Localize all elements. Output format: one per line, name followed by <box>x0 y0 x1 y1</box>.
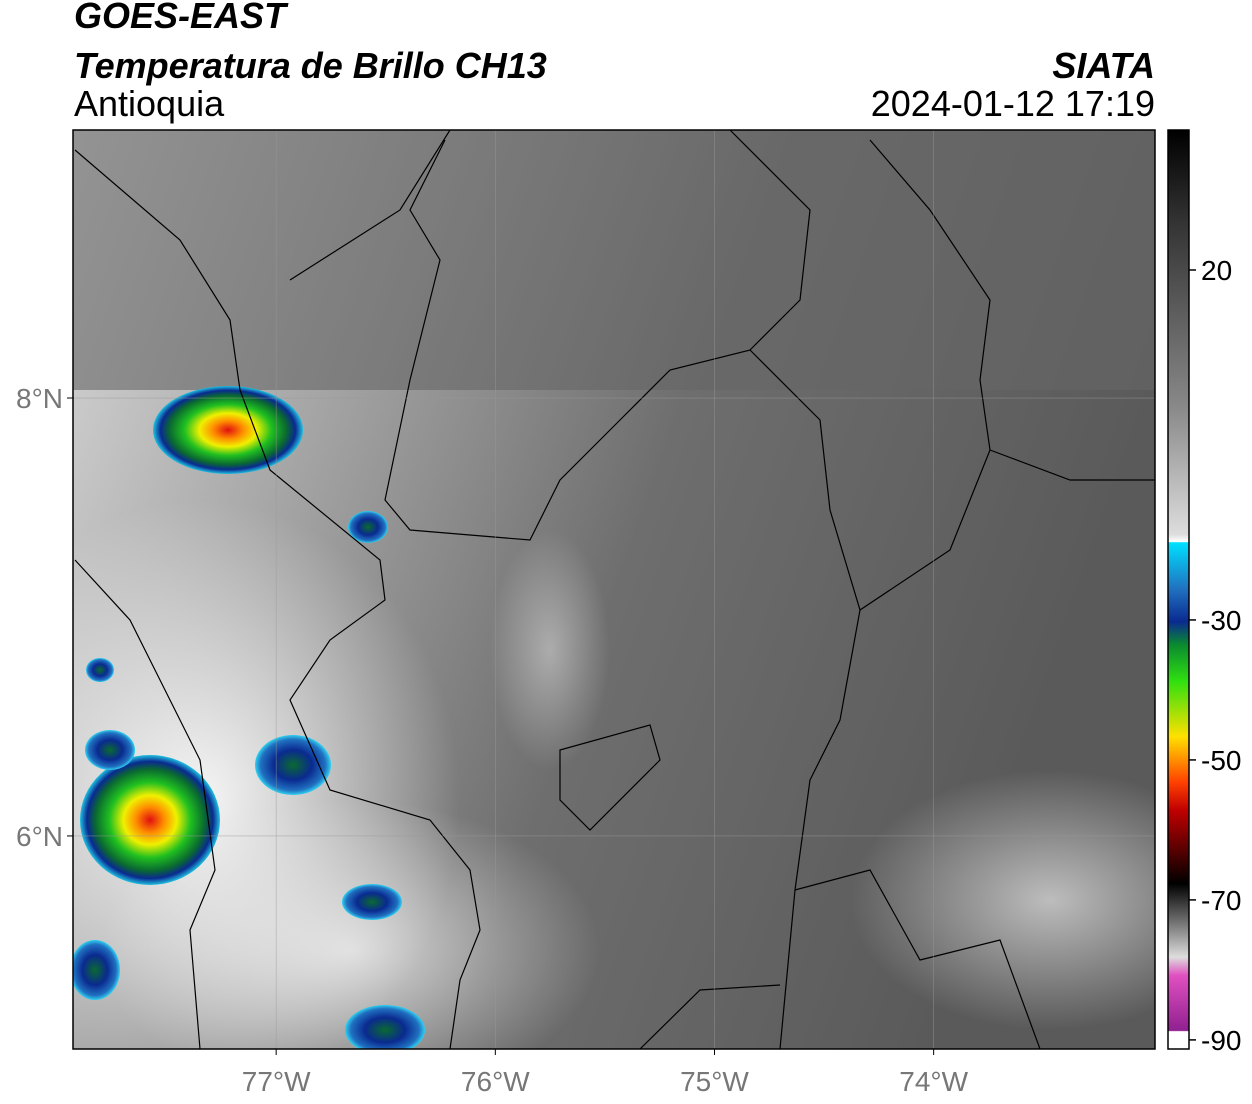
x-tick-label: 76°W <box>461 1066 530 1097</box>
colorbar-tick-label: 20 <box>1201 255 1232 286</box>
borders <box>74 130 1155 1049</box>
region: Antioquia <box>74 83 225 124</box>
colorbar-tick-label: -50 <box>1201 745 1241 776</box>
colorbar-tick-label: -90 <box>1201 1025 1241 1056</box>
timestamp: 2024-01-12 17:19 <box>871 83 1155 124</box>
satellite-name: GOES-EAST <box>74 0 289 36</box>
map-frame <box>72 129 1156 1050</box>
y-tick-label: 8°N <box>16 383 63 414</box>
source: SIATA <box>1052 45 1155 86</box>
x-tick-label: 77°W <box>242 1066 311 1097</box>
colorbar-tick-label: -70 <box>1201 885 1241 916</box>
y-tick-label: 6°N <box>16 821 63 852</box>
x-tick-label: 74°W <box>899 1066 968 1097</box>
product-title: Temperatura de Brillo CH13 <box>74 45 547 86</box>
graticule <box>73 130 1155 1049</box>
colorbar-tick-label: -30 <box>1201 605 1241 636</box>
colorbar <box>1167 129 1190 1050</box>
imagery <box>73 130 1155 1049</box>
x-tick-label: 75°W <box>680 1066 749 1097</box>
